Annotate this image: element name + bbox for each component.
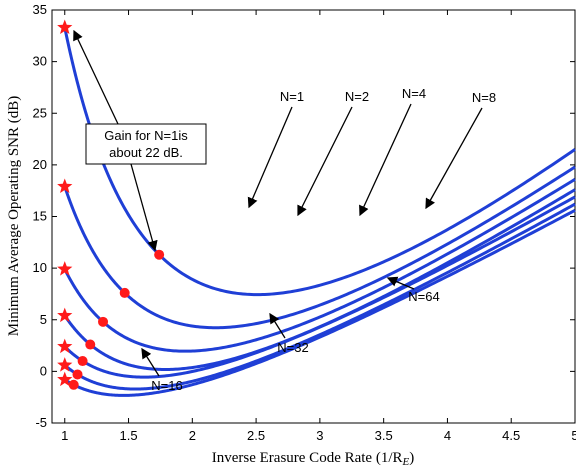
markers-layer	[57, 19, 165, 390]
star-marker	[57, 178, 73, 194]
y-tick-label: 15	[33, 209, 47, 224]
x-tick-label: 2	[189, 428, 196, 443]
curve-label: N=32	[277, 340, 308, 355]
minimum-marker	[72, 369, 83, 380]
annotations-layer: Gain for N=1is about 22 dB. N=1 N=2 N=4 N=8 N=…	[73, 29, 496, 393]
minimum-marker	[68, 379, 79, 390]
curve-label: N=4	[402, 86, 426, 101]
x-tick-label: 2.5	[247, 428, 265, 443]
y-axis-label: Minimum Average Operating SNR (dB)	[6, 96, 22, 337]
minimum-marker	[98, 316, 109, 327]
series-line-n1	[63, 27, 576, 297]
series-line-n2	[63, 165, 576, 330]
x-tick-label: 3	[316, 428, 323, 443]
y-tick-label: 35	[33, 2, 47, 17]
y-tick-label: 5	[40, 312, 47, 327]
annotation-arrow	[141, 347, 160, 377]
x-tick-label: 5	[571, 428, 576, 443]
y-tick-label: 20	[33, 157, 47, 172]
gain-note-line1: Gain for N=1is	[104, 128, 188, 143]
curve-label: N=2	[345, 89, 369, 104]
series-line-n4	[63, 178, 576, 353]
x-tick-label: 4	[444, 428, 451, 443]
x-tick-label: 1.5	[119, 428, 137, 443]
star-marker	[57, 371, 73, 387]
curve-label: N=16	[151, 378, 182, 393]
annotation-arrow	[359, 103, 412, 217]
curve-label: N=1	[280, 89, 304, 104]
star-marker	[57, 19, 73, 35]
annotation-arrow	[269, 312, 286, 339]
star-marker	[57, 261, 73, 276]
star-marker	[57, 307, 73, 323]
star-marker	[57, 338, 73, 354]
curve-label: N=64	[408, 289, 439, 304]
gain-note-line2: about 22 dB.	[109, 145, 183, 160]
gain-note-box	[85, 123, 207, 165]
annotation-arrow	[247, 106, 293, 209]
annotation-arrow	[73, 29, 119, 125]
annotation-arrow	[425, 107, 483, 210]
axis-ticks: 1 1.5 2 2.5 3 3.5 4 4.5 5 -5 0 5 10 15 20 25 30 35	[33, 2, 576, 443]
minimum-marker	[154, 249, 165, 260]
annotation-arrow	[130, 163, 158, 252]
annotation-arrow	[386, 276, 415, 290]
x-tick-label: 3.5	[375, 428, 393, 443]
minimum-marker	[77, 356, 88, 367]
x-axis-label: Inverse Erasure Code Rate (1/RE)	[212, 450, 415, 468]
x-tick-label: 1	[61, 428, 68, 443]
y-tick-label: 0	[40, 363, 47, 378]
minimum-marker	[85, 339, 96, 350]
plot-area	[51, 9, 576, 424]
y-tick-label: 30	[33, 54, 47, 69]
minimum-marker	[119, 287, 130, 298]
y-tick-label: 25	[33, 105, 47, 120]
y-tick-label: -5	[35, 415, 47, 430]
star-marker	[57, 357, 73, 372]
annotation-arrow	[297, 106, 353, 217]
curve-label: N=8	[472, 90, 496, 105]
x-tick-label: 4.5	[502, 428, 520, 443]
y-tick-label: 10	[33, 260, 47, 275]
